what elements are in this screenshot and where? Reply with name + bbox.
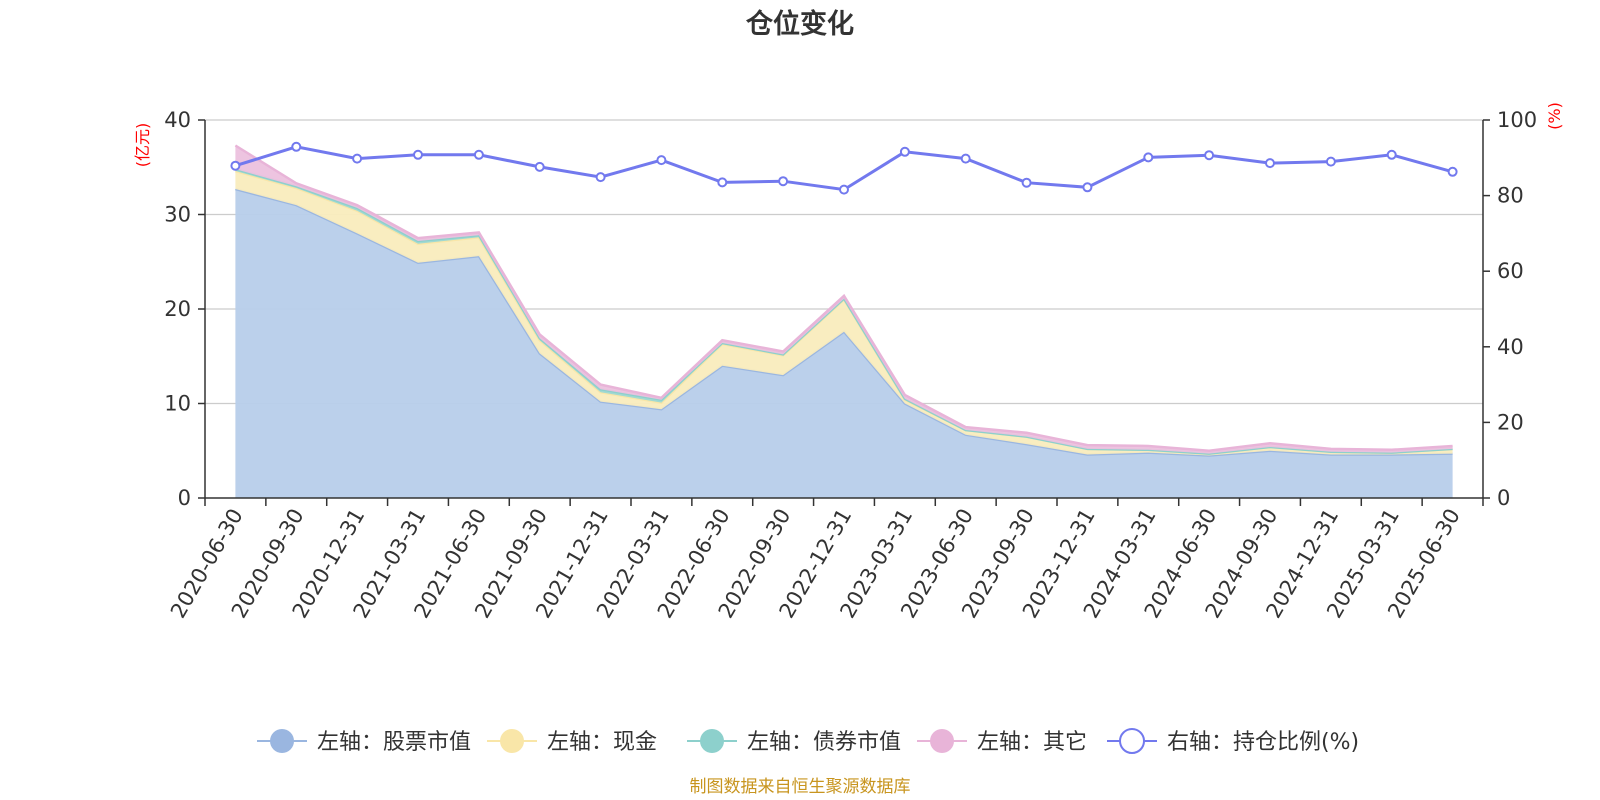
legend-swatch-marker <box>1119 728 1145 754</box>
right-tick-label: 60 <box>1497 259 1524 283</box>
ratio-point <box>1082 182 1093 193</box>
ratio-point <box>595 172 606 183</box>
left-tick-label: 20 <box>164 297 191 321</box>
legend-swatch-marker <box>270 729 294 753</box>
legend-swatch-marker <box>500 729 524 753</box>
ratio-point <box>656 155 667 166</box>
ratio-point <box>1143 152 1154 163</box>
ratio-line-layer <box>230 141 1458 195</box>
ratio-point <box>1325 156 1336 167</box>
series-area <box>235 189 1453 498</box>
chart-title: 仓位变化 <box>745 8 854 40</box>
legend-item: 左轴：股票市值 <box>257 729 471 755</box>
ratio-point <box>960 153 971 164</box>
right-tick-label: 0 <box>1497 486 1510 510</box>
right-tick-label: 80 <box>1497 184 1524 208</box>
legend-label: 左轴：股票市值 <box>317 730 471 755</box>
series-group <box>235 187 1453 498</box>
ratio-point <box>778 176 789 187</box>
stacked-areas <box>234 144 1453 498</box>
ratio-point <box>1386 149 1397 160</box>
right-tick-label: 100 <box>1497 108 1537 132</box>
ratio-point <box>230 160 241 171</box>
ratio-point <box>717 177 728 188</box>
series-area <box>235 171 1453 456</box>
ratio-point <box>1021 177 1032 188</box>
ratio-point <box>291 141 302 152</box>
legend-label: 左轴：债券市值 <box>747 730 901 755</box>
right-tick-label: 40 <box>1497 335 1524 359</box>
left-tick-label: 40 <box>164 108 191 132</box>
ratio-point <box>534 161 545 172</box>
legend-item: 左轴：债券市值 <box>687 729 901 755</box>
ratio-point <box>473 149 484 160</box>
ratio-point <box>413 149 423 160</box>
legend-label: 左轴：现金 <box>547 730 657 755</box>
series-line <box>234 144 1453 453</box>
legend: 左轴：股票市值 左轴：现金 左轴：债券市值 左轴：其它 右轴：持仓比例(%) <box>257 728 1359 755</box>
legend-item: 左轴：其它 <box>917 729 1087 755</box>
ratio-point <box>899 146 910 157</box>
series-group <box>234 144 1453 454</box>
legend-label: 左轴：其它 <box>977 730 1087 755</box>
left-tick-label: 30 <box>164 203 191 227</box>
left-tick-label: 10 <box>164 392 191 416</box>
left-tick-label: 0 <box>178 486 191 510</box>
ratio-point <box>352 153 363 164</box>
legend-item: 右轴：持仓比例(%) <box>1107 728 1359 755</box>
ratio-point <box>1265 158 1275 169</box>
left-axis-unit: (亿元) <box>133 123 152 168</box>
right-axis-unit: (%) <box>1545 102 1564 130</box>
data-source-note: 制图数据来自恒生聚源数据库 <box>690 777 911 797</box>
legend-swatch-marker <box>700 729 724 753</box>
ratio-point <box>1447 166 1458 177</box>
legend-swatch-marker <box>930 729 954 753</box>
legend-item: 左轴：现金 <box>487 729 657 755</box>
ratio-point <box>1204 150 1215 161</box>
ratio-point <box>839 184 849 195</box>
right-tick-label: 20 <box>1497 410 1524 434</box>
legend-label: 右轴：持仓比例(%) <box>1167 730 1359 755</box>
